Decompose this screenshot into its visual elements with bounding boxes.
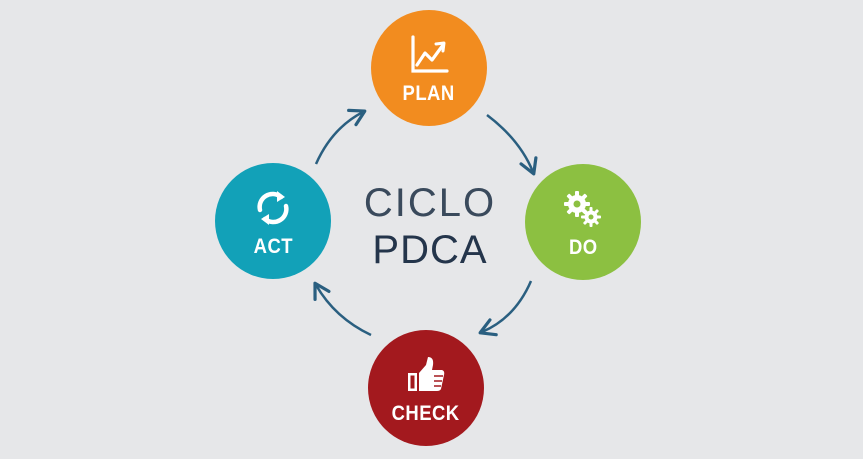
stage-check: CHECK <box>368 330 484 446</box>
gears-icon <box>564 190 601 227</box>
stage-do-label: DO <box>568 235 598 259</box>
stage-do: DO <box>525 164 641 280</box>
stage-plan: PLAN <box>371 10 487 126</box>
chart-up-icon <box>411 34 449 73</box>
center-title-line2: PDCA <box>372 228 488 272</box>
center-title: CICLO PDCA <box>330 180 530 274</box>
stage-plan-label: PLAN <box>402 81 456 105</box>
arrow-act-to-plan <box>314 108 367 165</box>
refresh-icon <box>257 190 289 225</box>
stage-check-label: CHECK <box>392 401 460 425</box>
arrow-check-to-act <box>313 281 372 337</box>
stage-act: ACT <box>215 163 331 279</box>
stage-act-label: ACT <box>253 234 293 258</box>
center-title-line1: CICLO <box>363 181 497 225</box>
arrow-do-to-check <box>478 280 533 337</box>
arrow-plan-to-do <box>486 114 538 176</box>
thumbs-up-icon <box>408 356 445 391</box>
